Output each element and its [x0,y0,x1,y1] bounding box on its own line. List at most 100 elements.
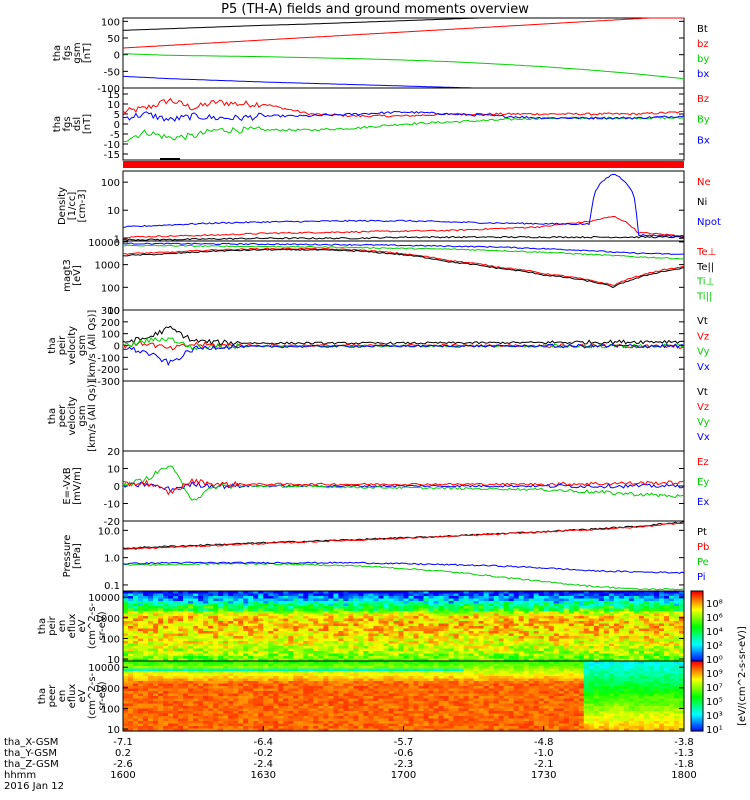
heatmap-cell [323,683,329,687]
heatmap-cell [448,626,455,630]
heatmap-cell [223,708,229,712]
heatmap-cell [223,616,229,620]
heatmap-cell [568,603,575,607]
heatmap-cell [263,593,269,597]
heatmap-cell [563,641,570,645]
heatmap-cell [398,718,405,722]
heatmap-cell [133,676,139,680]
heatmap-cell [443,636,450,640]
heatmap-cell [493,606,500,610]
heatmap-cell [173,726,179,730]
heatmap-cell [603,593,610,597]
heatmap-cell [508,641,515,645]
heatmap-cell [303,703,309,707]
heatmap-cell [298,661,304,665]
heatmap-cell [233,721,239,725]
heatmap-cell [303,616,309,620]
heatmap-cell [313,726,319,730]
heatmap-cell [388,673,395,677]
heatmap-cell [388,643,395,647]
heatmap-cell [228,693,234,697]
heatmap-cell [623,636,630,640]
heatmap-cell [203,651,209,655]
heatmap-cell [198,616,204,620]
heatmap-cell [138,668,144,672]
heatmap-cell [353,633,359,637]
y-label-line: tha [47,408,58,424]
heatmap-cell [588,638,595,642]
heatmap-cell [263,696,269,700]
heatmap-cell [198,651,204,655]
heatmap-cell [548,656,555,660]
heatmap-cell [293,718,299,722]
heatmap-cell [403,716,410,720]
heatmap-cell [428,593,435,597]
heatmap-cell [648,633,655,637]
heatmap-cell [153,661,159,665]
heatmap-cell [428,601,435,605]
heatmap-cell [478,618,485,622]
heatmap-cell [373,638,379,642]
heatmap-cell [198,676,204,680]
heatmap-cell [173,633,179,637]
heatmap-cell [218,703,224,707]
heatmap-cell [598,628,605,632]
panel-frame [122,17,685,89]
heatmap-cell [203,638,209,642]
heatmap-cell [363,633,369,637]
heatmap-cell [528,643,535,647]
heatmap-cell [248,701,254,705]
heatmap-cell [383,603,390,607]
heatmap-cell [343,668,349,672]
heatmap-cell [278,681,284,685]
heatmap-cell [123,633,129,637]
heatmap-cell [188,603,194,607]
heatmap-cell [618,616,625,620]
heatmap-cell [153,598,159,602]
heatmap-cell [333,623,339,627]
heatmap-cell [603,648,610,652]
heatmap-cell [368,671,374,675]
heatmap-cell [223,703,229,707]
heatmap-cell [508,638,515,642]
heatmap-cell [618,613,625,617]
heatmap-cell [453,628,460,632]
heatmap-cell [218,688,224,692]
heatmap-cell [513,603,520,607]
heatmap-cell [313,681,319,685]
heatmap-cell [393,631,400,635]
heatmap-cell [398,643,405,647]
heatmap-cell [318,691,324,695]
heatmap-cell [674,623,680,627]
legend-entry: Vt [697,316,708,327]
heatmap-cell [538,606,545,610]
heatmap-cell [203,693,209,697]
heatmap-cell [443,658,450,662]
heatmap-cell [558,611,565,615]
heatmap-cell [478,606,485,610]
heatmap-cell [153,663,159,667]
heatmap-cell [679,591,685,595]
heatmap-cell [588,608,595,612]
heatmap-cell [533,658,540,662]
y-label-line: [1/cc] [67,192,78,221]
heatmap-cell [368,661,374,665]
heatmap-cell [313,663,319,667]
heatmap-cell [128,723,134,727]
heatmap-cell [508,626,515,630]
heatmap-cell [583,633,590,637]
heatmap-cell [133,721,139,725]
heatmap-cell [518,616,525,620]
legend-entry: Npot [697,217,721,228]
heatmap-cell [338,668,344,672]
heatmap-cell [518,658,525,662]
heatmap-cell [328,678,334,682]
heatmap-cell [368,688,374,692]
heatmap-cell [183,641,189,645]
heatmap-cell [253,653,259,657]
heatmap-cell [483,633,490,637]
heatmap-cell [463,593,470,597]
heatmap-cell [178,653,184,657]
heatmap-cell [508,633,515,637]
heatmap-cell [333,638,339,642]
